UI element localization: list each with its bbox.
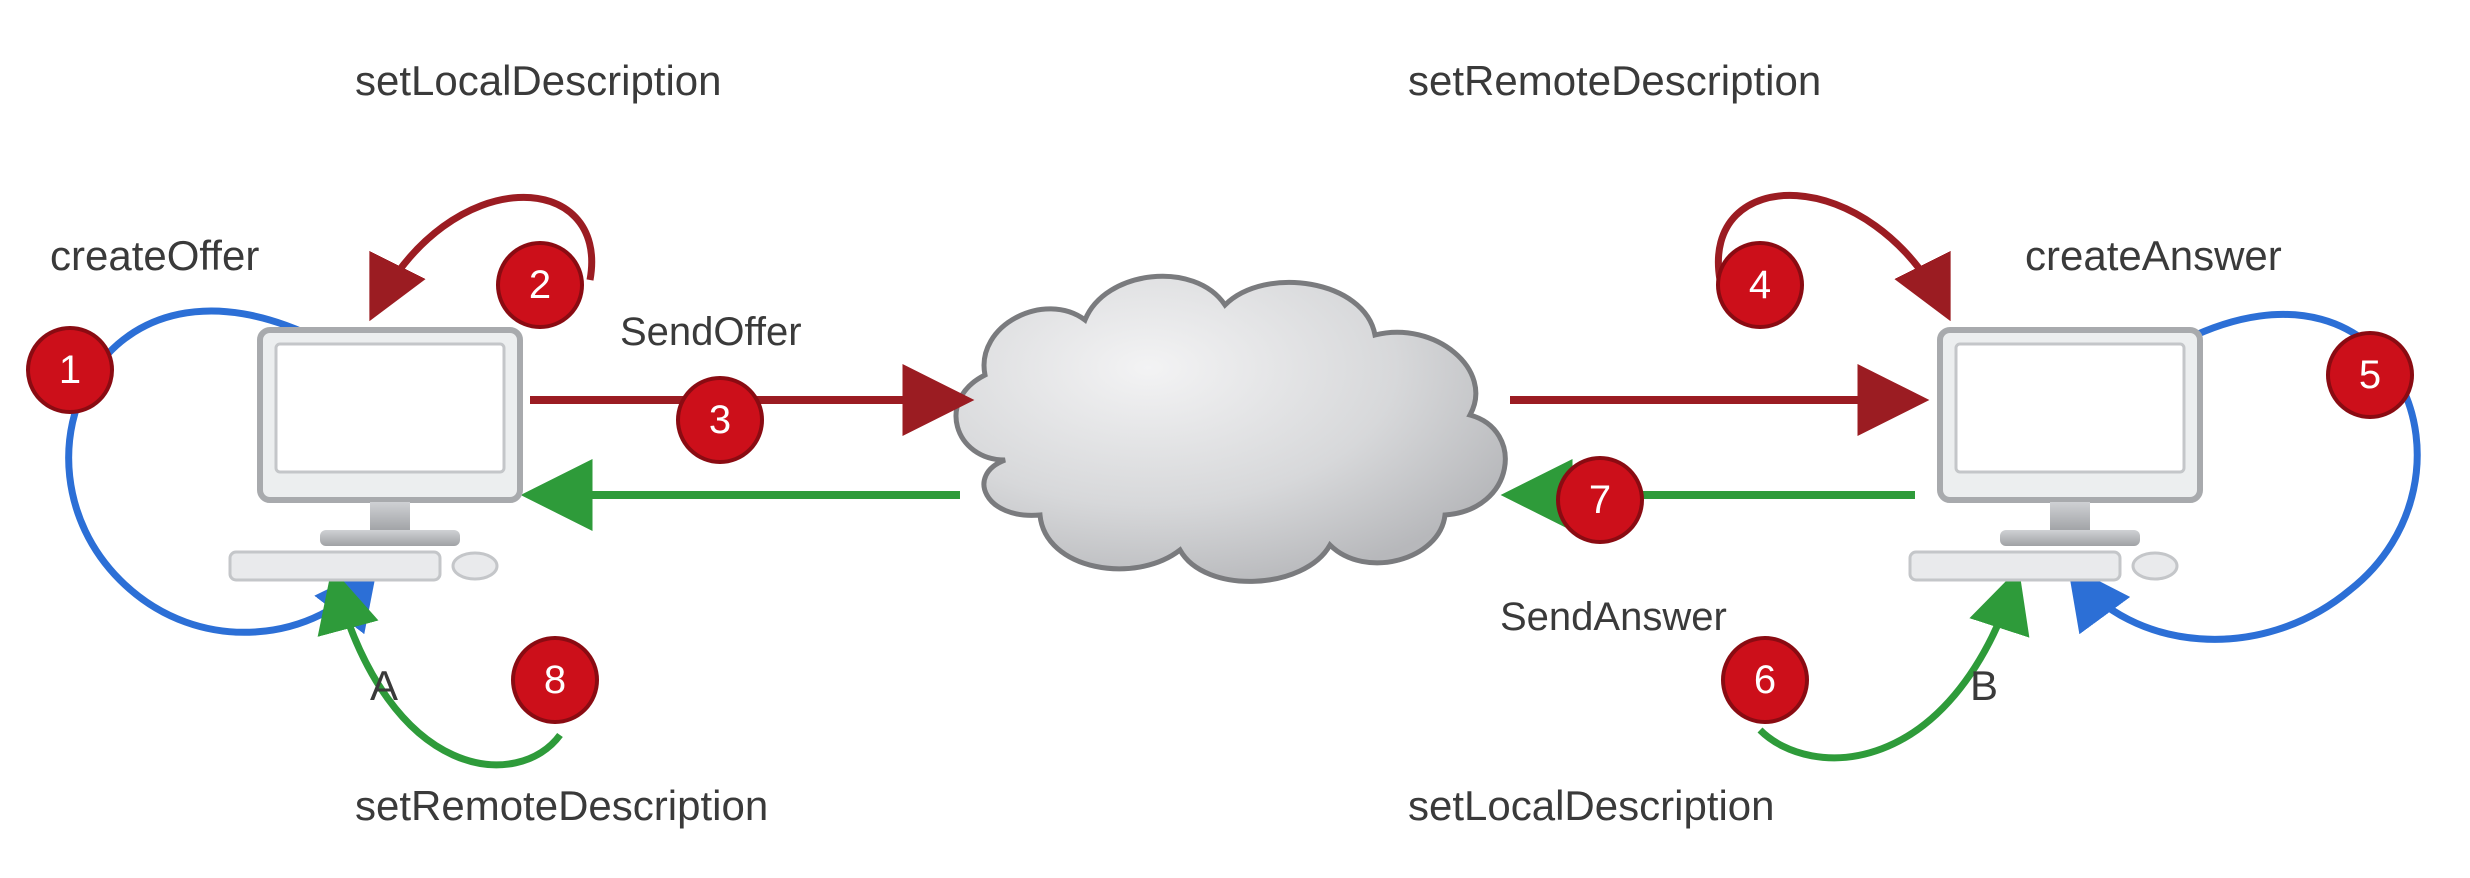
svg-text:8: 8 [544,658,566,702]
peer-a-computer [230,330,520,580]
step-7: 7 [1558,458,1642,542]
step-2: 2 [498,243,582,327]
svg-text:7: 7 [1589,478,1611,522]
step-1: 1 [28,328,112,412]
signaling-cloud [956,276,1505,581]
svg-text:6: 6 [1754,658,1776,702]
peer-b-label: B [1970,662,1998,709]
label-set-remote-a: setRemoteDescription [355,782,768,829]
svg-text:4: 4 [1749,263,1771,307]
label-send-offer: SendOffer [620,310,802,354]
label-create-offer: createOffer [50,232,259,279]
svg-text:2: 2 [529,263,551,307]
label-create-answer: createAnswer [2025,232,2282,279]
step-4: 4 [1718,243,1802,327]
peer-b-computer [1910,330,2200,580]
step-3: 3 [678,378,762,462]
svg-text:5: 5 [2359,353,2381,397]
label-send-answer: SendAnswer [1500,595,1727,639]
step-5: 5 [2328,333,2412,417]
label-set-remote-b: setRemoteDescription [1408,57,1821,104]
diagram-root: setLocalDescription setRemoteDescription… [0,0,2470,878]
label-set-local-b: setLocalDescription [1408,782,1775,829]
peer-a-label: A [370,662,398,709]
label-set-local-a: setLocalDescription [355,57,722,104]
svg-text:3: 3 [709,398,731,442]
svg-text:1: 1 [59,348,81,392]
step-8: 8 [513,638,597,722]
step-6: 6 [1723,638,1807,722]
